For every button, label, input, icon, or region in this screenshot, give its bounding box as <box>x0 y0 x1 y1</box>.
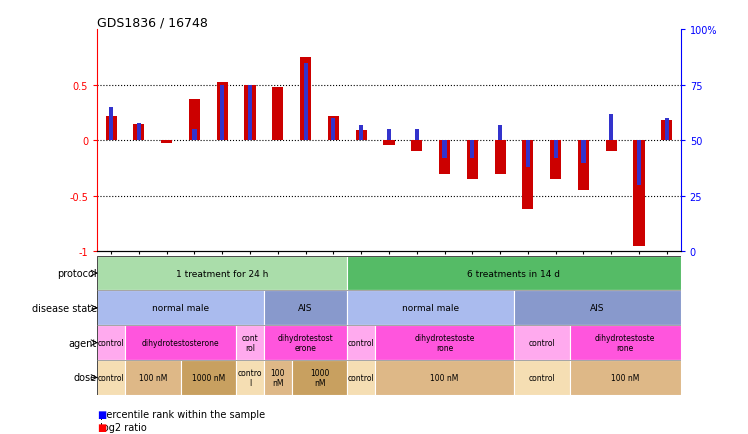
Text: AIS: AIS <box>590 304 604 312</box>
Bar <box>661 121 672 141</box>
Bar <box>414 130 419 141</box>
Text: ■: ■ <box>97 422 106 432</box>
Text: control: control <box>348 373 375 382</box>
Bar <box>634 141 645 246</box>
Text: 1000
nM: 1000 nM <box>310 368 329 387</box>
Text: 100 nM: 100 nM <box>138 373 167 382</box>
Text: normal male: normal male <box>402 304 459 312</box>
Text: dose: dose <box>73 373 96 382</box>
Text: protocol: protocol <box>57 269 96 278</box>
Text: 6 treatments in 14 d: 6 treatments in 14 d <box>468 269 560 278</box>
Bar <box>133 125 144 141</box>
Text: 1000 nM: 1000 nM <box>191 373 225 382</box>
Bar <box>514 360 569 395</box>
Text: contro
l: contro l <box>238 368 263 387</box>
Bar <box>220 86 224 141</box>
Bar <box>347 256 681 291</box>
Text: agent: agent <box>68 338 96 348</box>
Bar <box>347 291 514 326</box>
Bar <box>109 108 113 141</box>
Text: percentile rank within the sample: percentile rank within the sample <box>97 409 266 419</box>
Bar <box>137 123 141 141</box>
Bar <box>375 326 514 360</box>
Bar <box>264 360 292 395</box>
Bar <box>470 141 474 159</box>
Bar <box>328 117 339 141</box>
Bar <box>245 86 256 141</box>
Bar <box>180 360 236 395</box>
Bar <box>411 141 423 152</box>
Bar <box>264 291 347 326</box>
Text: dihydrotestoste
rone: dihydrotestoste rone <box>414 333 475 352</box>
Bar <box>189 100 200 141</box>
Text: 1 treatment for 24 h: 1 treatment for 24 h <box>176 269 269 278</box>
Bar <box>526 141 530 168</box>
Bar <box>581 141 586 163</box>
Bar <box>125 360 180 395</box>
Bar <box>514 291 681 326</box>
Bar <box>97 360 125 395</box>
Bar <box>97 291 264 326</box>
Bar <box>467 141 478 180</box>
Text: dihydrotestoste
rone: dihydrotestoste rone <box>595 333 655 352</box>
Bar <box>569 360 681 395</box>
Bar <box>355 131 367 141</box>
Bar <box>443 141 447 159</box>
Text: cont
rol: cont rol <box>242 333 258 352</box>
Text: normal male: normal male <box>152 304 209 312</box>
Bar <box>331 119 335 141</box>
Text: GDS1836 / 16748: GDS1836 / 16748 <box>97 16 208 29</box>
Bar <box>304 64 307 141</box>
Bar <box>105 117 117 141</box>
Bar <box>97 256 347 291</box>
Bar <box>248 86 252 141</box>
Text: control: control <box>348 339 375 347</box>
Bar <box>97 326 125 360</box>
Bar <box>569 326 681 360</box>
Bar <box>264 326 347 360</box>
Text: dihydrotestosterone: dihydrotestosterone <box>142 339 219 347</box>
Bar <box>387 130 391 141</box>
Text: log2 ratio: log2 ratio <box>97 422 147 432</box>
Text: control: control <box>528 339 555 347</box>
Bar <box>347 326 375 360</box>
Bar <box>522 141 533 210</box>
Bar <box>554 141 558 159</box>
Bar <box>498 125 502 141</box>
Bar <box>125 326 236 360</box>
Bar <box>300 58 311 141</box>
Bar <box>439 141 450 174</box>
Text: 100 nM: 100 nM <box>611 373 640 382</box>
Text: 100
nM: 100 nM <box>271 368 285 387</box>
Bar <box>161 141 172 143</box>
Bar <box>637 141 641 185</box>
Bar <box>217 82 228 141</box>
Text: control: control <box>98 339 124 347</box>
Bar <box>292 360 347 395</box>
Bar <box>359 125 364 141</box>
Bar <box>192 130 197 141</box>
Bar <box>665 119 669 141</box>
Text: dihydrotestost
erone: dihydrotestost erone <box>278 333 334 352</box>
Text: control: control <box>528 373 555 382</box>
Bar <box>494 141 506 174</box>
Bar <box>606 141 617 152</box>
Text: control: control <box>98 373 124 382</box>
Text: 100 nM: 100 nM <box>430 373 459 382</box>
Bar <box>578 141 589 191</box>
Text: ■: ■ <box>97 409 106 419</box>
Text: AIS: AIS <box>298 304 313 312</box>
Bar <box>514 326 569 360</box>
Bar <box>550 141 561 180</box>
Bar <box>609 115 613 141</box>
Text: disease state: disease state <box>31 303 96 313</box>
Bar <box>384 141 394 145</box>
Bar <box>347 360 375 395</box>
Bar <box>236 360 264 395</box>
Bar <box>236 326 264 360</box>
Bar <box>375 360 514 395</box>
Bar <box>272 88 283 141</box>
